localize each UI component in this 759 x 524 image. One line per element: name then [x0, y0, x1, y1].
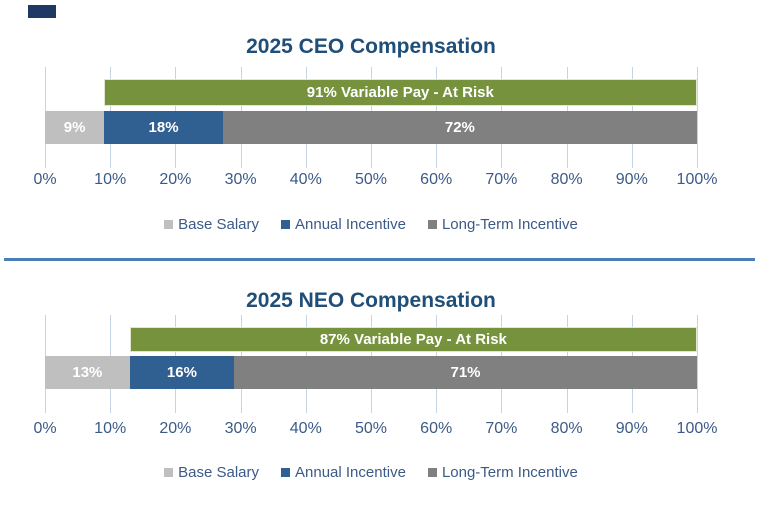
- legend: Base Salary Annual Incentive Long-Term Inc…: [45, 464, 697, 481]
- legend: Base Salary Annual Incentive Long-Term Inc…: [45, 216, 697, 233]
- segment-label: 16%: [166, 364, 197, 381]
- segment-long-term-incentive: 72%: [222, 111, 697, 144]
- x-tick-label: 10%: [94, 171, 127, 188]
- x-tick-label: 50%: [354, 420, 388, 437]
- x-tick-label: 50%: [354, 171, 388, 188]
- variable-pay-label: 91% Variable Pay - At Risk: [306, 84, 494, 101]
- legend-label: Annual Incentive: [295, 216, 406, 233]
- legend-label: Base Salary: [178, 216, 260, 233]
- legend-label: Long-Term Incentive: [441, 464, 578, 481]
- x-tick-label: 0%: [33, 420, 57, 437]
- variable-pay-bar: 87% Variable Pay - At Risk: [129, 327, 697, 352]
- legend-item-base-salary: Base Salary: [164, 464, 259, 481]
- segment-label: 9%: [63, 119, 86, 136]
- plot-area: 91% Variable Pay - At Risk 9% 18% 72% 0% 10…: [33, 0, 717, 258]
- legend-label: Base Salary: [178, 464, 260, 481]
- segment-annual-incentive: 18%: [104, 111, 223, 144]
- legend-marker-icon: [427, 220, 437, 229]
- legend-marker-icon: [164, 468, 174, 477]
- chart-title: 2025 NEO Compensation: [246, 289, 496, 312]
- ceo-compensation-chart: 2025 CEO Compensation 91% Variable Pay -…: [0, 0, 759, 258]
- neo-compensation-chart: 2025 NEO Compensation 87% Variable Pay -…: [0, 262, 759, 524]
- chart-title: 2025 CEO Compensation: [246, 35, 496, 58]
- x-tick-label: 80%: [550, 420, 583, 437]
- x-tick-label: 100%: [676, 171, 718, 188]
- x-axis: 0% 10% 20% 30% 40% 50% 60% 70% 80% 90% 100%: [33, 171, 717, 191]
- legend-marker-icon: [427, 468, 437, 477]
- stacked-bar: 13% 16% 71%: [45, 356, 697, 389]
- gridline: [697, 67, 698, 168]
- segment-long-term-incentive: 71%: [234, 356, 697, 389]
- legend-label: Annual Incentive: [295, 464, 406, 481]
- x-tick-label: 100%: [676, 420, 718, 437]
- x-tick-label: 70%: [485, 420, 518, 437]
- x-tick-label: 40%: [289, 171, 322, 188]
- x-axis: 0% 10% 20% 30% 40% 50% 60% 70% 80% 90% 100%: [33, 420, 717, 440]
- legend-item-annual-incentive: Annual Incentive: [281, 216, 406, 233]
- x-tick-label: 20%: [159, 420, 192, 437]
- segment-label: 71%: [450, 364, 481, 381]
- x-tick-label: 30%: [224, 171, 257, 188]
- plot-area: 87% Variable Pay - At Risk 13% 16% 71% 0% 1…: [33, 262, 717, 524]
- x-tick-label: 20%: [159, 171, 192, 188]
- segment-base-salary: 9%: [45, 111, 105, 144]
- legend-marker-icon: [281, 220, 291, 229]
- segment-label: 13%: [72, 364, 103, 381]
- x-tick-label: 70%: [485, 171, 518, 188]
- legend-label: Long-Term Incentive: [441, 216, 578, 233]
- x-tick-label: 60%: [420, 171, 453, 188]
- x-tick-label: 0%: [33, 171, 57, 188]
- stacked-bar: 9% 18% 72%: [45, 111, 697, 144]
- legend-marker-icon: [281, 468, 291, 477]
- x-tick-label: 30%: [224, 420, 257, 437]
- x-tick-label: 60%: [420, 420, 453, 437]
- segment-base-salary: 13%: [45, 356, 130, 389]
- x-tick-label: 90%: [615, 420, 648, 437]
- variable-pay-label: 87% Variable Pay - At Risk: [319, 331, 507, 348]
- segment-label: 72%: [444, 119, 475, 136]
- section-divider: [4, 258, 755, 261]
- segment-annual-incentive: 16%: [129, 356, 235, 389]
- corner-accent-mark: [28, 5, 56, 18]
- x-tick-label: 90%: [615, 171, 648, 188]
- variable-pay-bar: 91% Variable Pay - At Risk: [103, 79, 697, 106]
- gridline: [697, 315, 698, 413]
- legend-item-long-term-incentive: Long-Term Incentive: [427, 216, 578, 233]
- legend-item-base-salary: Base Salary: [164, 216, 259, 233]
- x-tick-label: 40%: [289, 420, 322, 437]
- legend-item-long-term-incentive: Long-Term Incentive: [427, 464, 578, 481]
- legend-item-annual-incentive: Annual Incentive: [281, 464, 406, 481]
- legend-marker-icon: [164, 220, 174, 229]
- x-tick-label: 10%: [94, 420, 127, 437]
- segment-label: 18%: [148, 119, 179, 136]
- x-tick-label: 80%: [550, 171, 583, 188]
